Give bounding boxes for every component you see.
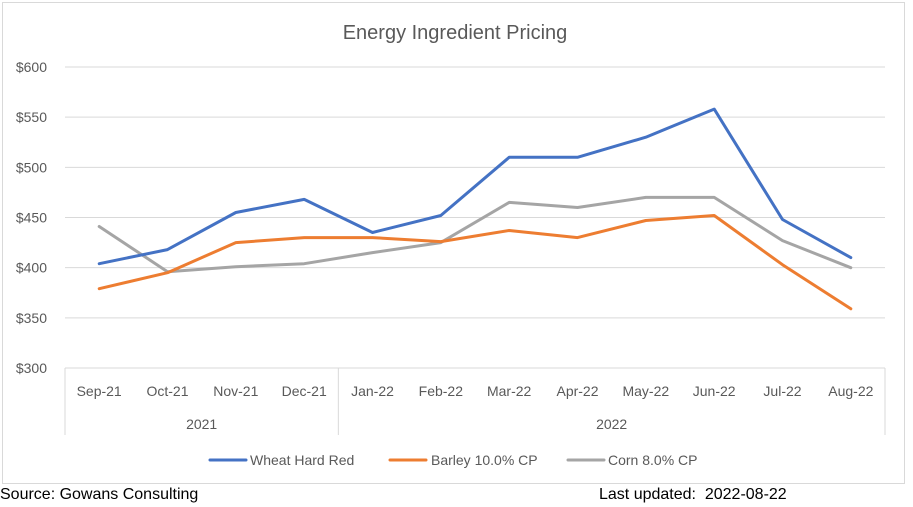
x-tick-label: Apr-22: [556, 383, 598, 399]
series-line: [97, 195, 853, 274]
legend-label: Wheat Hard Red: [250, 452, 354, 468]
x-group-label: 2021: [186, 416, 217, 432]
series-line: [97, 107, 853, 266]
x-tick-label: Dec-21: [282, 383, 327, 399]
x-tick-label: Nov-21: [213, 383, 258, 399]
x-tick-label: Sep-21: [77, 383, 122, 399]
x-tick-label: Jan-22: [351, 383, 394, 399]
y-tick-label: $550: [16, 109, 47, 125]
y-tick-label: $450: [16, 210, 47, 226]
y-tick-label: $400: [16, 260, 47, 276]
last-updated-note: Last updated: 2022-08-22: [599, 486, 787, 503]
x-tick-label: Aug-22: [828, 383, 873, 399]
x-tick-label: Mar-22: [487, 383, 532, 399]
chart-title: Energy Ingredient Pricing: [343, 22, 568, 44]
x-group-label: 2022: [596, 416, 627, 432]
y-tick-label: $350: [16, 310, 47, 326]
x-tick-label: Feb-22: [419, 383, 464, 399]
x-tick-label: Oct-21: [146, 383, 188, 399]
legend-label: Corn 8.0% CP: [608, 452, 697, 468]
source-note: Source: Gowans Consulting: [0, 486, 199, 503]
x-tick-label: May-22: [622, 383, 669, 399]
series-line: [97, 214, 853, 311]
legend-label: Barley 10.0% CP: [431, 452, 538, 468]
x-tick-label: Jun-22: [693, 383, 736, 399]
y-tick-label: $600: [16, 59, 47, 75]
y-tick-label: $500: [16, 159, 47, 175]
x-tick-label: Jul-22: [763, 383, 801, 399]
y-tick-label: $300: [16, 360, 47, 376]
